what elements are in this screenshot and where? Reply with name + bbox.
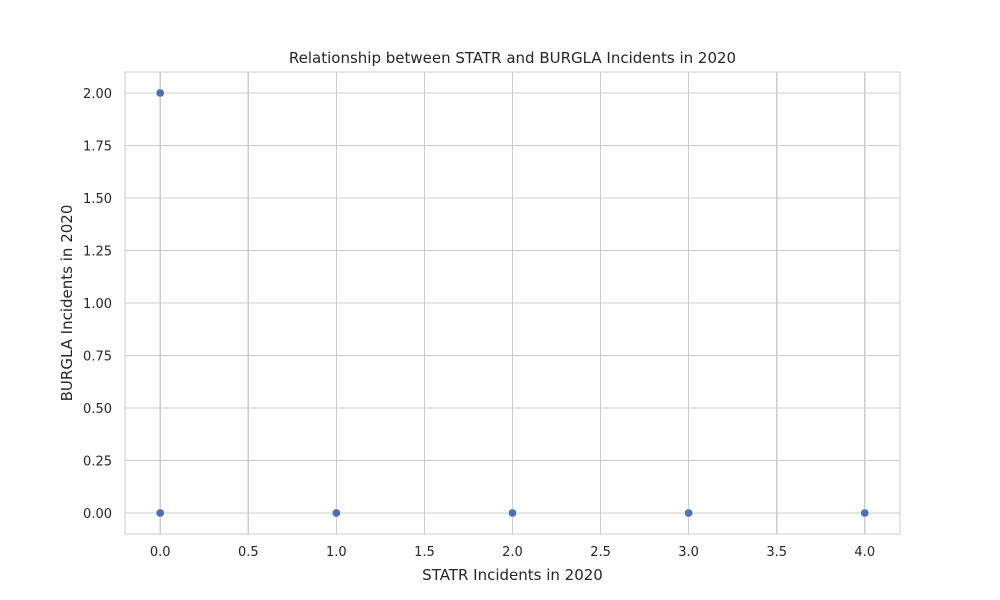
scatter-point: [331, 508, 341, 518]
y-tick-label: 0.00: [83, 507, 112, 522]
points-layer: [155, 88, 870, 518]
y-tick-labels: 0.00 0.25 0.50 0.75 1.00 1.25 1.50 1.75 2.00: [83, 87, 112, 522]
y-tick-label: 1.50: [83, 192, 112, 207]
scatter-point: [507, 508, 517, 518]
x-tick-label: 2.0: [502, 545, 523, 560]
x-axis-label: STATR Incidents in 2020: [422, 566, 603, 584]
x-tick-label: 0.0: [150, 545, 171, 560]
y-axis-label: BURGLA Incidents in 2020: [58, 205, 76, 402]
chart-title: Relationship between STATR and BURGLA In…: [289, 49, 736, 67]
y-tick-label: 0.50: [83, 402, 112, 417]
y-tick-label: 2.00: [83, 87, 112, 102]
y-tick-label: 1.25: [83, 245, 112, 260]
x-tick-label: 1.0: [326, 545, 347, 560]
x-tick-labels: 0.0 0.5 1.0 1.5 2.0 2.5 3.0 3.5 4.0: [150, 545, 875, 560]
y-tick-label: 1.75: [83, 140, 112, 155]
scatter-point: [155, 508, 165, 518]
y-tick-label: 1.00: [83, 297, 112, 312]
plot-frame: [124, 71, 901, 535]
x-tick-label: 4.0: [854, 545, 875, 560]
scatter-point: [860, 508, 870, 518]
scatter-point: [684, 508, 694, 518]
x-tick-label: 2.5: [590, 545, 611, 560]
y-tick-label: 0.25: [83, 455, 112, 470]
x-tick-label: 1.5: [414, 545, 435, 560]
x-tick-label: 3.5: [766, 545, 787, 560]
y-tick-label: 0.75: [83, 350, 112, 365]
x-tick-label: 3.0: [678, 545, 699, 560]
grid-layer: [125, 72, 900, 534]
scatter-point: [155, 88, 165, 98]
x-tick-label: 0.5: [238, 545, 259, 560]
